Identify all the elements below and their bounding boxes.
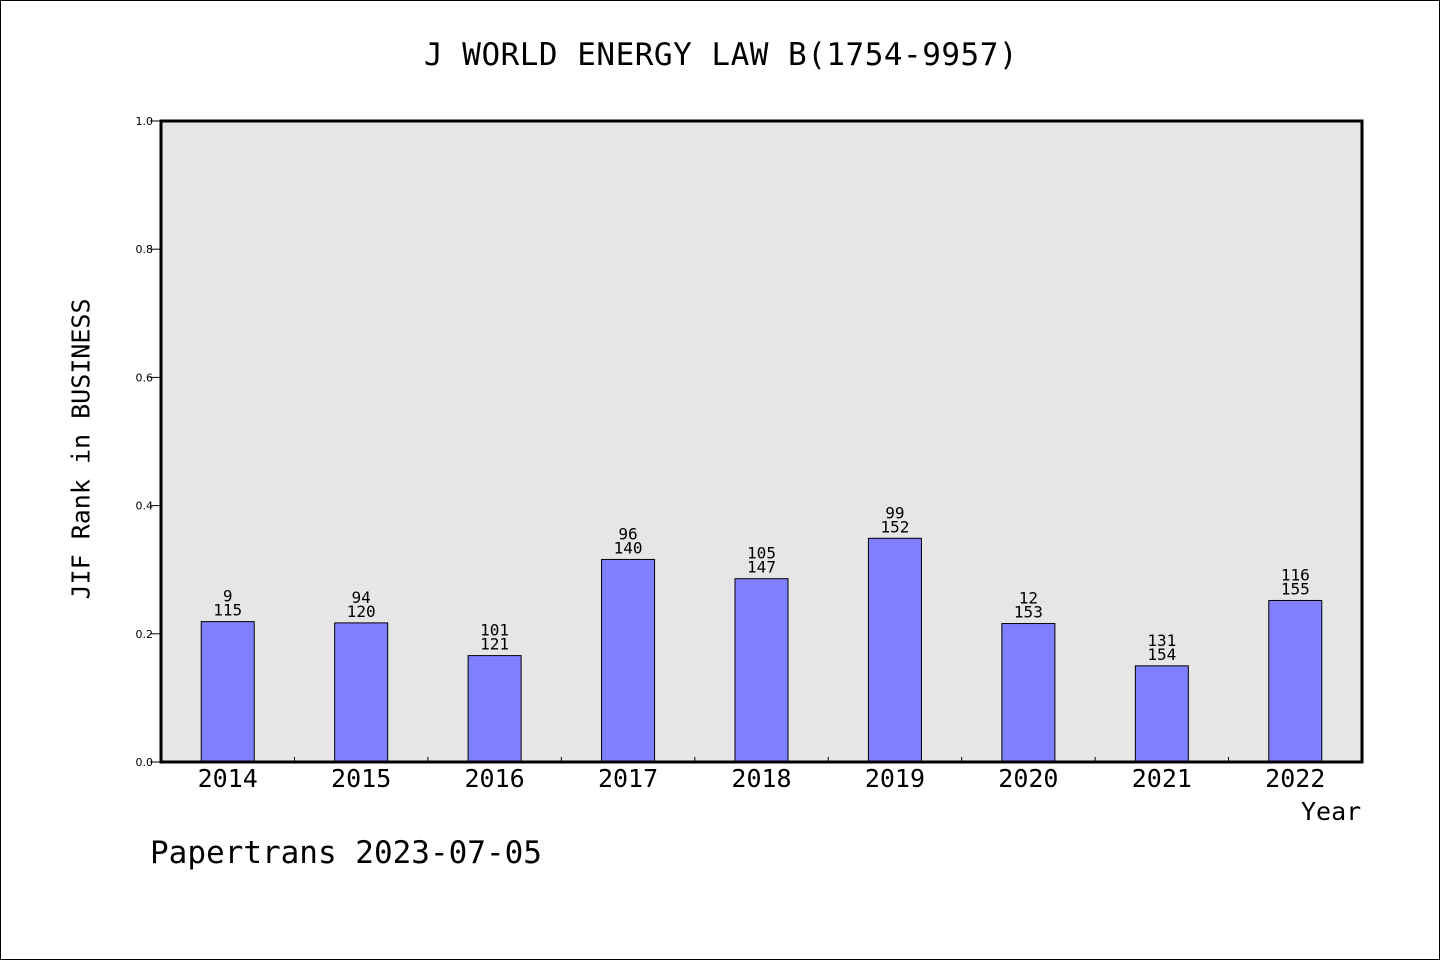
bar-2017 <box>601 558 656 763</box>
bar-2019 <box>867 537 922 763</box>
bar-label-bottom: 153 <box>1014 603 1043 622</box>
plot-border <box>159 119 1364 764</box>
bar-2015 <box>334 622 389 763</box>
y-tick-label: 0.6 <box>136 371 154 384</box>
bar-2022 <box>1268 599 1323 763</box>
bar-label-top: 105 <box>747 544 776 563</box>
y-tick-label: 0.2 <box>136 628 154 641</box>
bar-label-bottom: 121 <box>480 635 509 654</box>
x-tick-label: 2016 <box>465 764 525 793</box>
x-tick-label: 2014 <box>198 764 258 793</box>
bar-label-top: 9 <box>223 587 233 606</box>
bar-label-top: 12 <box>1019 589 1038 608</box>
bar-label-bottom: 147 <box>747 558 776 577</box>
bar-label-top: 101 <box>480 621 509 640</box>
bar-2018 <box>734 578 789 763</box>
x-tick-label: 2017 <box>598 764 658 793</box>
y-tick-label: 0.8 <box>136 243 154 256</box>
x-axis-label: Year <box>1301 797 1362 826</box>
bar-label-bottom: 155 <box>1281 579 1310 598</box>
bar-2014 <box>200 621 255 763</box>
bar-label-bottom: 140 <box>614 538 643 557</box>
bar-label-bottom: 152 <box>880 517 909 536</box>
bar-2020 <box>1001 623 1056 763</box>
x-tick-label: 2021 <box>1132 764 1192 793</box>
bar-label-top: 99 <box>885 503 904 522</box>
x-tick-label: 2019 <box>865 764 925 793</box>
bar-label-top: 116 <box>1281 565 1310 584</box>
x-tick-label: 2020 <box>998 764 1058 793</box>
bar-label-bottom: 115 <box>213 601 242 620</box>
footer-credit: Papertrans 2023-07-05 <box>150 835 542 871</box>
bar-2021 <box>1134 665 1189 763</box>
y-tick-label: 1.0 <box>136 115 154 128</box>
x-tick-label: 2018 <box>731 764 791 793</box>
bar-label-bottom: 120 <box>347 602 376 621</box>
chart-title: J WORLD ENERGY LAW B(1754-9957) <box>423 37 1019 73</box>
bar-label-top: 94 <box>352 588 371 607</box>
bar-label-top: 131 <box>1147 631 1176 650</box>
y-tick-label: 0.4 <box>136 500 154 513</box>
x-tick-label: 2015 <box>331 764 391 793</box>
bar-label-bottom: 154 <box>1147 645 1176 664</box>
x-tick-label: 2022 <box>1265 764 1325 793</box>
y-tick-label: 0.0 <box>136 756 154 769</box>
bar-label-top: 96 <box>618 524 637 543</box>
bar-2016 <box>467 655 522 763</box>
